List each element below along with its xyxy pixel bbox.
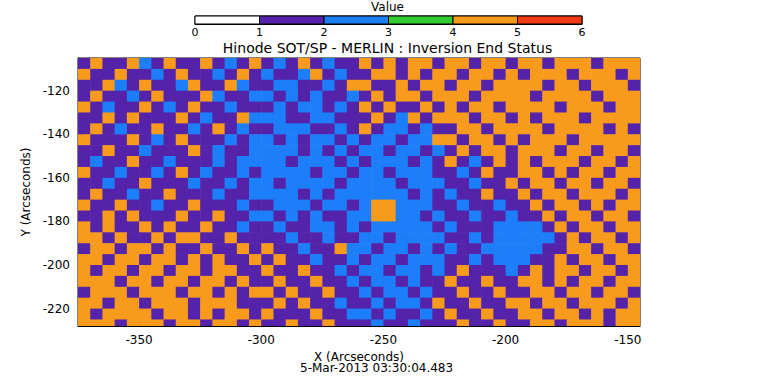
svg-text:X (Arcseconds): X (Arcseconds) xyxy=(314,350,404,364)
svg-text:5-Mar-2013 03:30:04.483: 5-Mar-2013 03:30:04.483 xyxy=(300,361,454,375)
svg-text:Hinode SOT/SP - MERLIN : Inver: Hinode SOT/SP - MERLIN : Inversion End S… xyxy=(223,40,552,56)
svg-text:-220: -220 xyxy=(43,302,70,316)
svg-text:-200: -200 xyxy=(492,333,519,347)
svg-text:5: 5 xyxy=(514,26,521,39)
svg-text:Y (Arcseconds): Y (Arcseconds) xyxy=(19,147,33,237)
svg-text:-300: -300 xyxy=(248,333,275,347)
svg-text:6: 6 xyxy=(579,26,586,39)
svg-text:1: 1 xyxy=(256,26,263,39)
svg-text:-160: -160 xyxy=(43,171,70,185)
svg-text:4: 4 xyxy=(450,26,457,39)
svg-text:3: 3 xyxy=(385,26,392,39)
svg-text:-150: -150 xyxy=(614,333,641,347)
svg-text:-350: -350 xyxy=(125,333,152,347)
svg-text:Value: Value xyxy=(371,0,404,14)
svg-text:-250: -250 xyxy=(370,333,397,347)
svg-text:-120: -120 xyxy=(43,84,70,98)
svg-text:2: 2 xyxy=(321,26,328,39)
svg-text:-140: -140 xyxy=(43,127,70,141)
svg-text:-200: -200 xyxy=(43,258,70,272)
svg-text:-180: -180 xyxy=(43,214,70,228)
svg-text:0: 0 xyxy=(192,26,199,39)
